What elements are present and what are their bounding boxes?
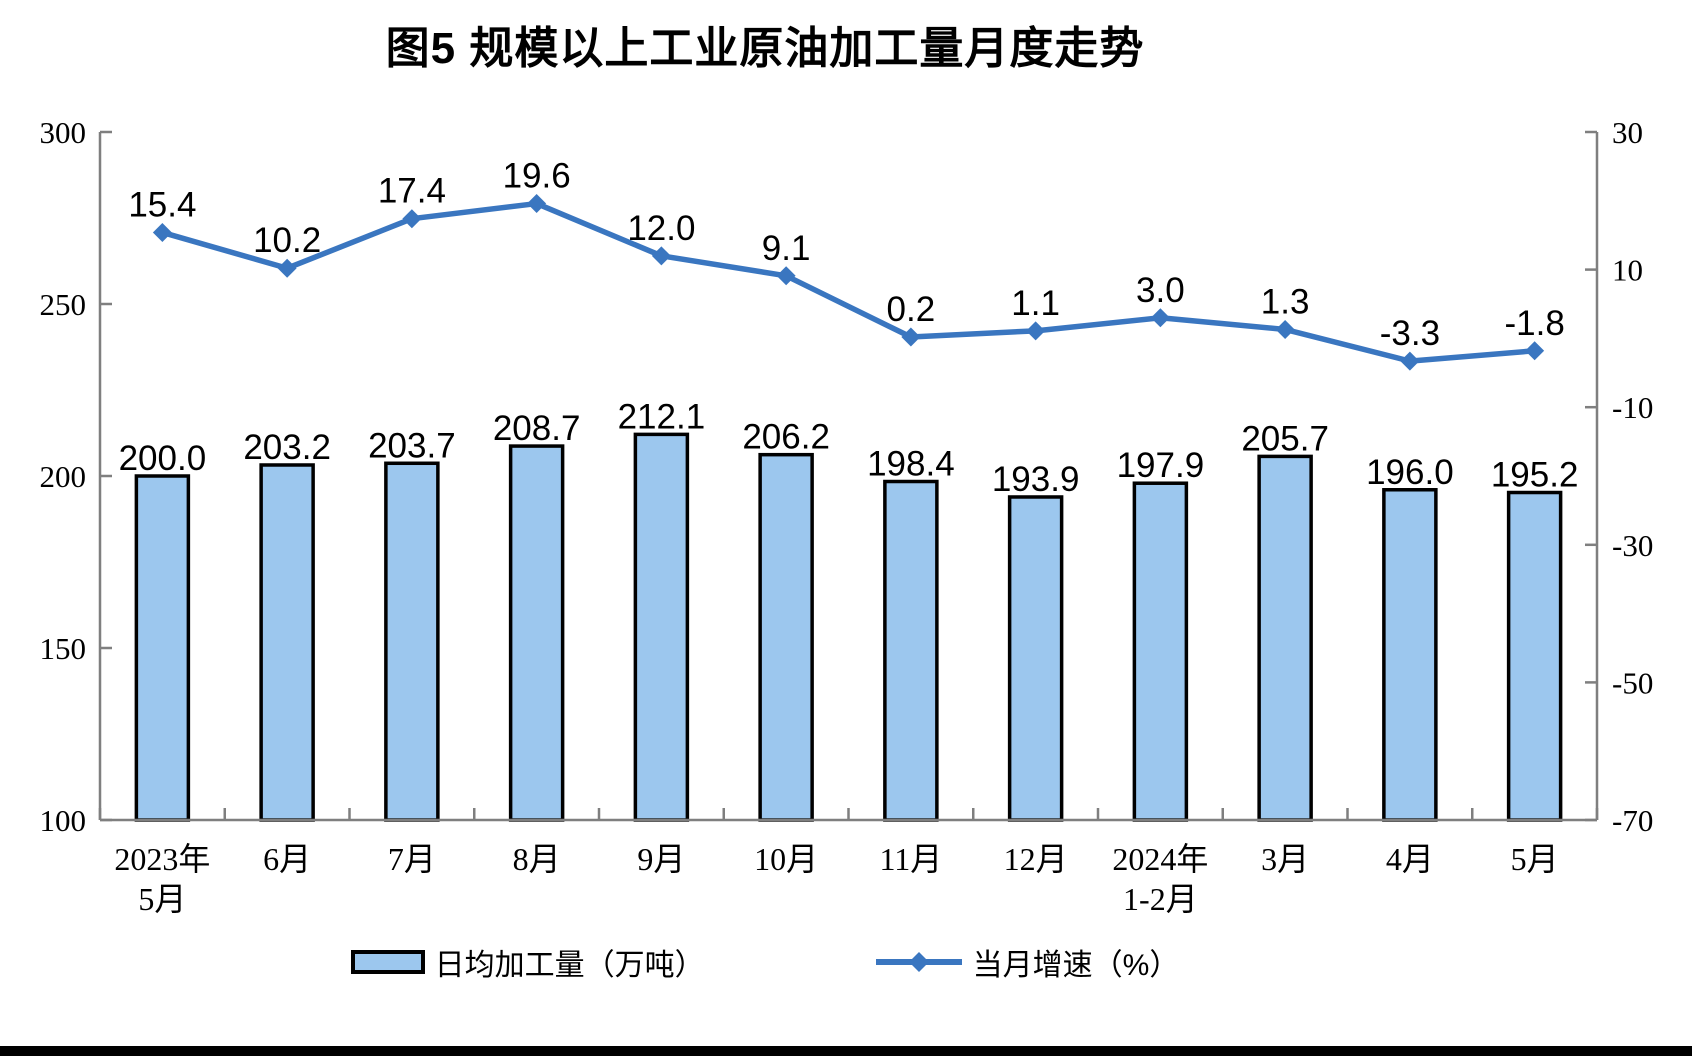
- x-category-label: 7月: [388, 841, 436, 877]
- bar: [259, 463, 315, 822]
- x-category-label: 12月: [1004, 841, 1068, 877]
- x-category-label: 5月: [1511, 841, 1559, 877]
- bottom-divider: [0, 1046, 1692, 1056]
- x-category-label: 11月: [879, 841, 942, 877]
- bar-series-label: 日均加工量（万吨）: [434, 949, 705, 982]
- bar: [134, 474, 191, 822]
- right-tick-label: -10: [1612, 390, 1653, 425]
- line-marker: [1525, 341, 1545, 361]
- bar-value-label: 198.4: [867, 445, 955, 484]
- bar-series-swatch: [350, 950, 425, 974]
- line-marker: [1275, 319, 1295, 339]
- x-category-label: 5月: [138, 881, 186, 917]
- legend-item-bar-series: 日均加工量（万吨）: [350, 940, 705, 984]
- line-value-label: 3.0: [1136, 271, 1185, 310]
- line-marker: [651, 246, 671, 266]
- bar: [883, 479, 939, 822]
- x-category-label: 2023年: [114, 841, 210, 877]
- chart-title: 图5 规模以上工业原油加工量月度走势: [385, 24, 1145, 73]
- bar-value-label: 208.7: [493, 409, 581, 448]
- line-value-label: -3.3: [1380, 314, 1440, 353]
- bar: [508, 444, 565, 822]
- line-marker: [1026, 321, 1046, 341]
- left-tick-label: 200: [40, 459, 87, 494]
- x-category-label: 8月: [513, 841, 561, 877]
- line-value-label: 1.1: [1011, 284, 1060, 323]
- growth-line: [159, 200, 1538, 364]
- bar-value-label: 195.2: [1491, 456, 1579, 495]
- x-category-label: 6月: [263, 841, 311, 877]
- right-tick-label: -70: [1612, 803, 1653, 838]
- bar: [384, 461, 440, 822]
- x-category-label: 2024年: [1112, 841, 1208, 877]
- line-marker: [152, 222, 172, 242]
- legend-item-line-series: 当月增速（%）: [875, 940, 1180, 984]
- line-marker: [1400, 351, 1420, 371]
- bar: [1257, 454, 1313, 822]
- line-marker: [901, 327, 921, 347]
- bar-value-label: 205.7: [1241, 419, 1329, 458]
- x-category-label: 10月: [754, 841, 818, 877]
- line-value-label: 10.2: [253, 221, 321, 260]
- left-tick-label: 250: [40, 287, 87, 322]
- line-value-label: 15.4: [128, 185, 196, 224]
- bar: [1382, 488, 1438, 822]
- bar-value-label: 206.2: [742, 418, 830, 457]
- line-value-label: 0.2: [887, 290, 936, 329]
- x-category-label: 1-2月: [1123, 881, 1198, 917]
- right-tick-label: -30: [1612, 528, 1653, 563]
- line-marker: [277, 258, 297, 278]
- line-value-label: 17.4: [378, 172, 446, 211]
- line-series-label: 当月增速（%）: [972, 949, 1180, 982]
- bar: [1506, 490, 1563, 822]
- left-tick-label: 300: [40, 115, 87, 150]
- line-value-label: 19.6: [503, 157, 571, 196]
- x-category-label: 4月: [1386, 841, 1434, 877]
- line-value-label: 9.1: [762, 229, 811, 268]
- x-category-label: 9月: [637, 841, 685, 877]
- bar-value-label: 200.0: [119, 439, 207, 478]
- right-tick-label: 10: [1612, 253, 1643, 288]
- bar: [1132, 481, 1189, 822]
- bar-value-label: 212.1: [618, 397, 706, 436]
- line-marker: [776, 266, 796, 286]
- right-tick-label: 30: [1612, 115, 1643, 150]
- line-marker: [1150, 308, 1170, 328]
- line-series-swatch: [875, 952, 962, 972]
- line-value-label: 12.0: [627, 209, 695, 248]
- bar-value-label: 197.9: [1117, 446, 1205, 485]
- chart-legend: 日均加工量（万吨） 当月增速（%）: [0, 936, 1530, 988]
- bar: [758, 452, 814, 822]
- bar-value-label: 203.2: [243, 428, 331, 467]
- bar-value-label: 193.9: [992, 460, 1080, 499]
- line-value-label: -1.8: [1504, 304, 1564, 343]
- line-marker: [527, 194, 547, 214]
- bar: [633, 432, 690, 822]
- right-tick-label: -50: [1612, 665, 1653, 700]
- line-marker: [402, 209, 422, 229]
- bar-value-label: 203.7: [368, 426, 456, 465]
- left-tick-label: 150: [40, 631, 87, 666]
- line-value-label: 1.3: [1261, 282, 1310, 321]
- bar: [1007, 495, 1064, 822]
- bar-value-label: 196.0: [1366, 453, 1454, 492]
- left-tick-label: 100: [40, 803, 87, 838]
- x-category-label: 3月: [1261, 841, 1309, 877]
